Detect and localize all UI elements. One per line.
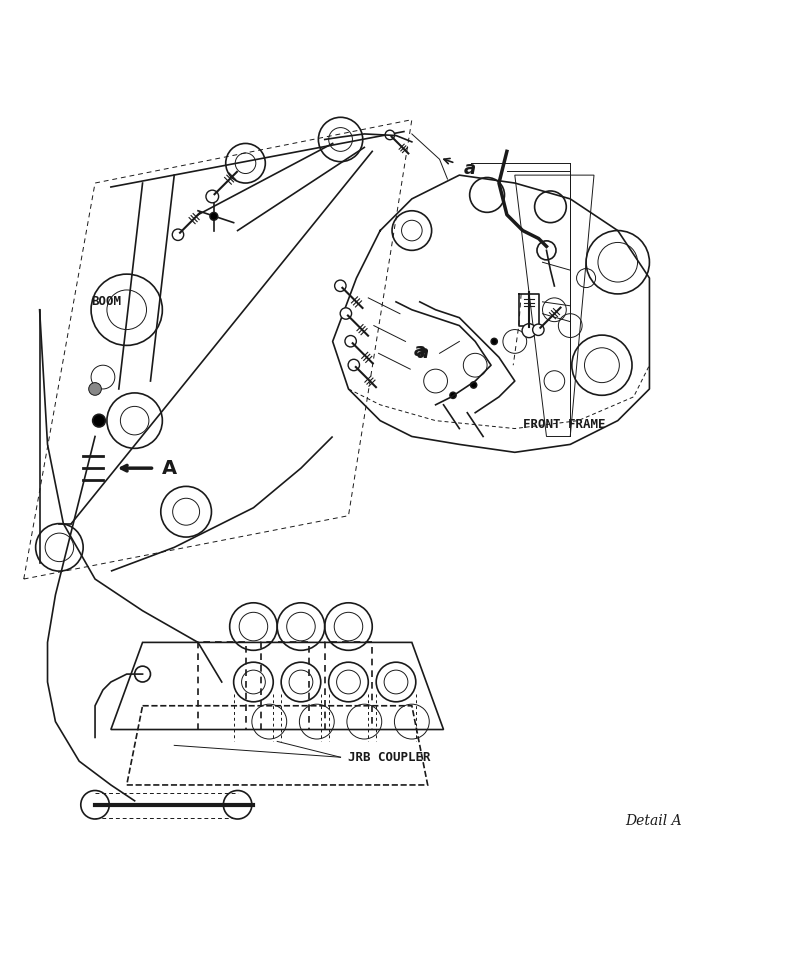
Circle shape — [450, 392, 456, 399]
Text: a: a — [417, 345, 429, 362]
Circle shape — [341, 308, 352, 319]
Text: JRB COUPLER: JRB COUPLER — [348, 751, 431, 764]
Circle shape — [491, 338, 497, 345]
Circle shape — [335, 280, 346, 291]
Circle shape — [385, 130, 394, 139]
Circle shape — [345, 336, 356, 347]
Text: Detail A: Detail A — [626, 813, 682, 828]
Circle shape — [522, 323, 536, 338]
Circle shape — [206, 190, 219, 203]
Circle shape — [470, 381, 477, 388]
Text: a: a — [463, 160, 475, 178]
Circle shape — [173, 229, 184, 240]
Text: FRONT FRAME: FRONT FRAME — [523, 418, 605, 431]
Text: A: A — [162, 459, 177, 477]
Circle shape — [89, 382, 101, 395]
Circle shape — [533, 324, 544, 336]
Circle shape — [348, 359, 360, 371]
Text: a: a — [414, 342, 426, 360]
Text: BOOM: BOOM — [91, 295, 121, 309]
Circle shape — [210, 212, 218, 221]
Circle shape — [135, 666, 150, 682]
Circle shape — [93, 414, 105, 427]
